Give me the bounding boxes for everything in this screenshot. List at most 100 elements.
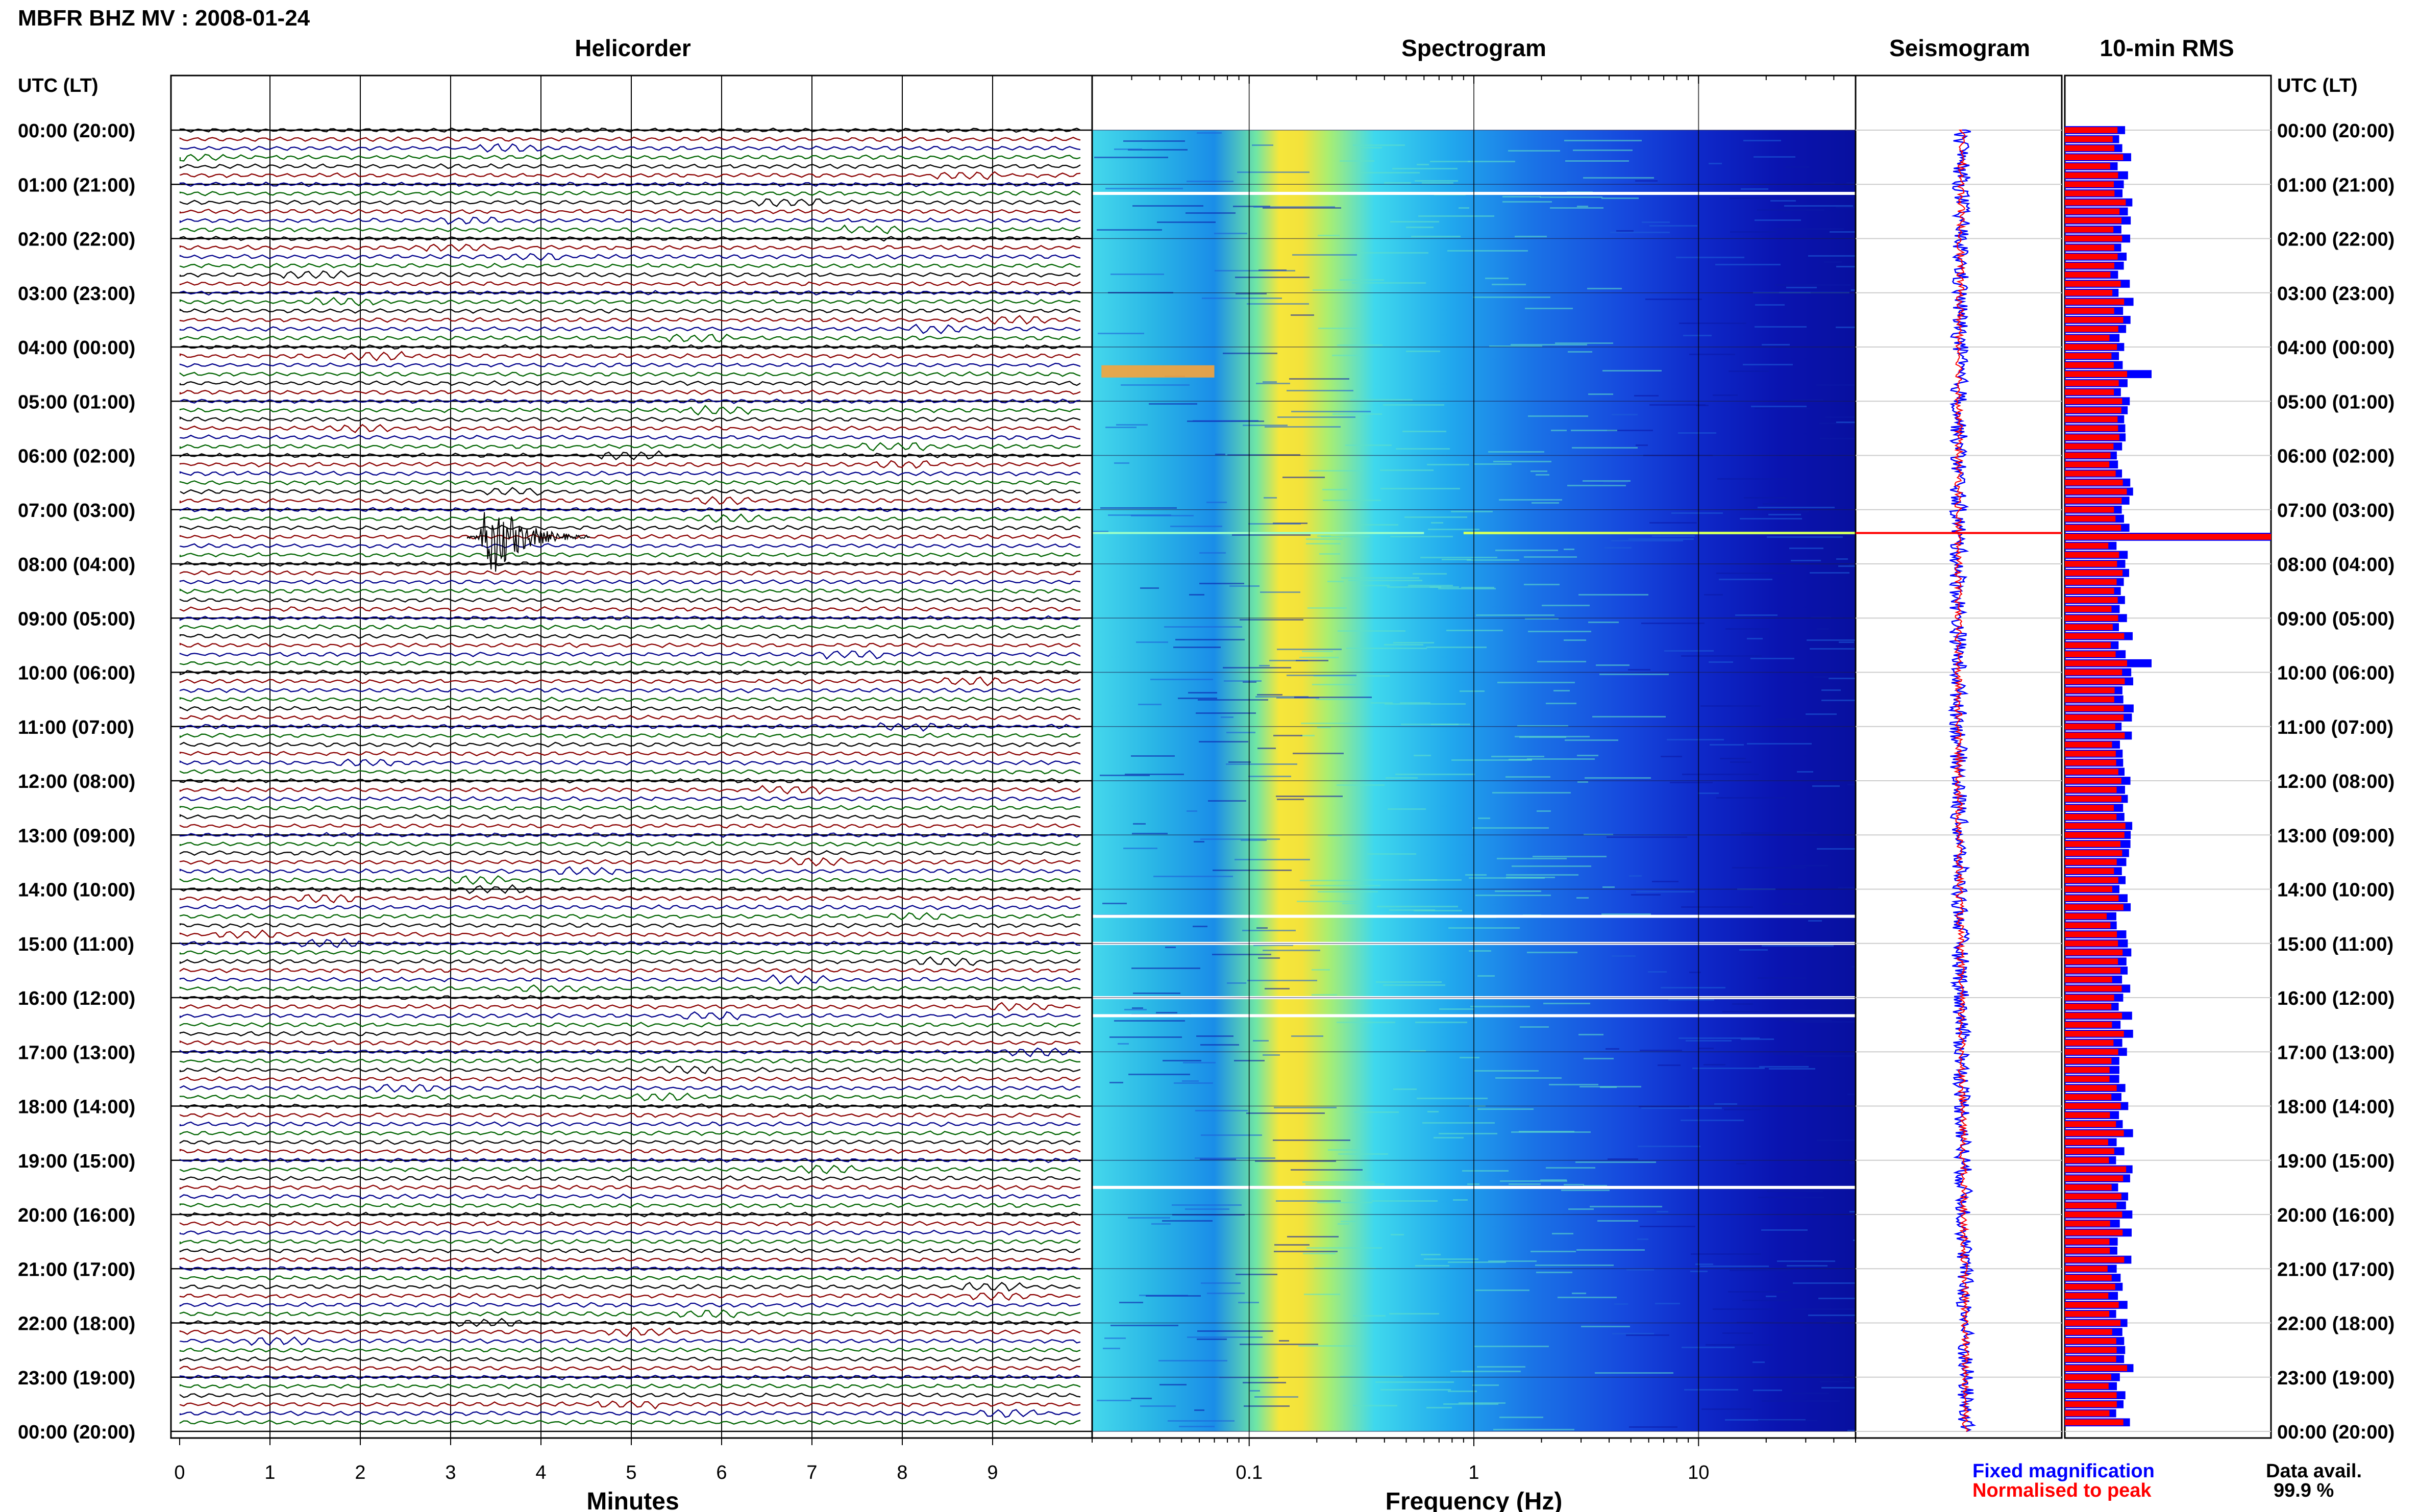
helicorder-trace (179, 507, 1081, 513)
spectrogram-streak (1492, 284, 1526, 285)
spectrogram-streak (1438, 588, 1496, 589)
spectrogram-streak (1784, 205, 1853, 207)
spectrogram-streak (1661, 756, 1682, 757)
helicorder-trace (179, 796, 1081, 802)
spectrogram-streak (1724, 1109, 1761, 1110)
spectrogram-streak (1418, 215, 1494, 217)
spectrogram-streak (1792, 1308, 1859, 1310)
spectrogram-streak (1402, 431, 1446, 432)
time-label-left: 12:00 (08:00) (18, 771, 135, 792)
time-label-left: 07:00 (03:00) (18, 500, 135, 522)
spectrogram-streak (1098, 333, 1144, 334)
spectrogram-streak (1229, 585, 1260, 587)
spectrogram-streak (1228, 761, 1251, 763)
legend-fixed-magnification: Fixed magnification (1972, 1460, 2155, 1482)
spectrogram-streak (1573, 150, 1633, 151)
spectrogram-streak (1199, 583, 1244, 584)
spectrogram-streak (1488, 451, 1544, 453)
spectrogram-streak (1150, 679, 1213, 680)
spectrogram-streak (1439, 1133, 1497, 1134)
spectrogram-streak (1273, 735, 1302, 736)
spectrogram-streak (1747, 743, 1812, 745)
spectrogram-streak (1485, 278, 1509, 279)
spectrogram-streak (1636, 444, 1648, 446)
spectrogram-streak (1165, 947, 1176, 948)
spectrogram-streak (1754, 156, 1795, 158)
rms-normalised-bar (2065, 1302, 2119, 1308)
helicorder-trace (179, 1318, 1081, 1327)
spectrogram-streak (1316, 699, 1366, 700)
rms-normalised-bar (2065, 877, 2118, 883)
spectrogram-streak (1255, 1160, 1336, 1162)
helicorder-trace (179, 263, 1081, 269)
spectrogram-streak (1639, 1106, 1689, 1107)
spectrogram-streak (1227, 454, 1300, 456)
spectrogram-streak (1478, 817, 1490, 819)
spectrogram-streak (1248, 776, 1291, 777)
spectrogram-streak (1741, 188, 1768, 190)
spectrogram-streak (1761, 1229, 1808, 1231)
rms-normalised-bar (2065, 1157, 2109, 1163)
rms-normalised-bar (2065, 805, 2114, 811)
spectrogram-streak (1519, 1131, 1574, 1132)
spectrogram-streak (1542, 605, 1590, 606)
time-axis-labels: 00:00 (20:00) 00:00 (20:00) 01:00 (21:00) 0… (18, 120, 2395, 1443)
spectrogram-streak (1232, 534, 1311, 536)
spectrogram-streak (1196, 712, 1256, 714)
spectrogram-streak (1655, 1303, 1680, 1304)
spectrogram-streak (1576, 897, 1589, 899)
spectrogram-streak (1414, 755, 1431, 756)
spectrogram-streak (1773, 228, 1844, 230)
helicorder-trace (179, 128, 1081, 133)
spectrogram-streak (1406, 351, 1440, 352)
time-label-left: 13:00 (09:00) (18, 825, 135, 847)
helicorder-trace (179, 460, 1081, 469)
spectrogram-streak (1628, 669, 1650, 671)
spectrogram-streak (1346, 648, 1427, 649)
spectrogram-streak (1157, 221, 1216, 223)
spectrogram-streak (1565, 739, 1618, 741)
helicorder-trace (179, 995, 1081, 1001)
spectrogram-streak (1301, 723, 1352, 724)
spectrogram-streak (1100, 775, 1150, 776)
rms-normalised-bar (2065, 832, 2125, 838)
spectrogram-streak (1477, 1366, 1525, 1368)
spectrogram-streak (1168, 1420, 1235, 1422)
helicorder-trace (179, 1112, 1081, 1118)
spectrogram-streak (1310, 885, 1380, 886)
spectrogram-streak (1198, 699, 1268, 701)
helicorder-trace (179, 1022, 1081, 1028)
spectrogram-streak (1628, 538, 1694, 540)
spectrogram-streak (1797, 771, 1813, 773)
time-label-left: 18:00 (14:00) (18, 1097, 135, 1118)
time-label-right: 04:00 (00:00) (2277, 337, 2395, 359)
spectrogram-streak (1411, 236, 1461, 237)
spectrogram-streak (1658, 1064, 1681, 1066)
helicorder-trace (179, 470, 1081, 477)
spectrogram-streak (1213, 870, 1292, 871)
spectrogram-streak (1736, 1163, 1746, 1164)
spectrogram-streak (1838, 887, 1862, 888)
spectrogram-streak (1185, 1208, 1229, 1210)
spectrogram-streak (1836, 327, 1863, 328)
helicorder-trace (179, 1184, 1081, 1191)
spectrogram-streak (1808, 255, 1863, 257)
spectrogram-streak (1467, 559, 1519, 561)
spectrogram-streak (1353, 144, 1405, 146)
spectrogram-streak (1640, 1226, 1695, 1227)
spectrogram-streak (1277, 649, 1342, 650)
spectrogram-streak (1430, 161, 1470, 162)
rms-normalised-bar (2065, 940, 2118, 947)
spectrogram-streak (1789, 548, 1823, 549)
helicorder-trace (179, 171, 1081, 180)
spectrogram-streak (1511, 344, 1587, 345)
helicorder-trace (179, 1164, 1081, 1175)
spectrogram-streak (1645, 299, 1702, 300)
spectrogram-streak (1512, 865, 1591, 867)
spectrogram-streak (1307, 607, 1347, 609)
spectrogram-streak (1568, 351, 1592, 353)
helicorder-trace (179, 832, 1081, 838)
spectrogram-streak (1197, 1339, 1227, 1340)
spectrogram-streak (1259, 665, 1270, 666)
